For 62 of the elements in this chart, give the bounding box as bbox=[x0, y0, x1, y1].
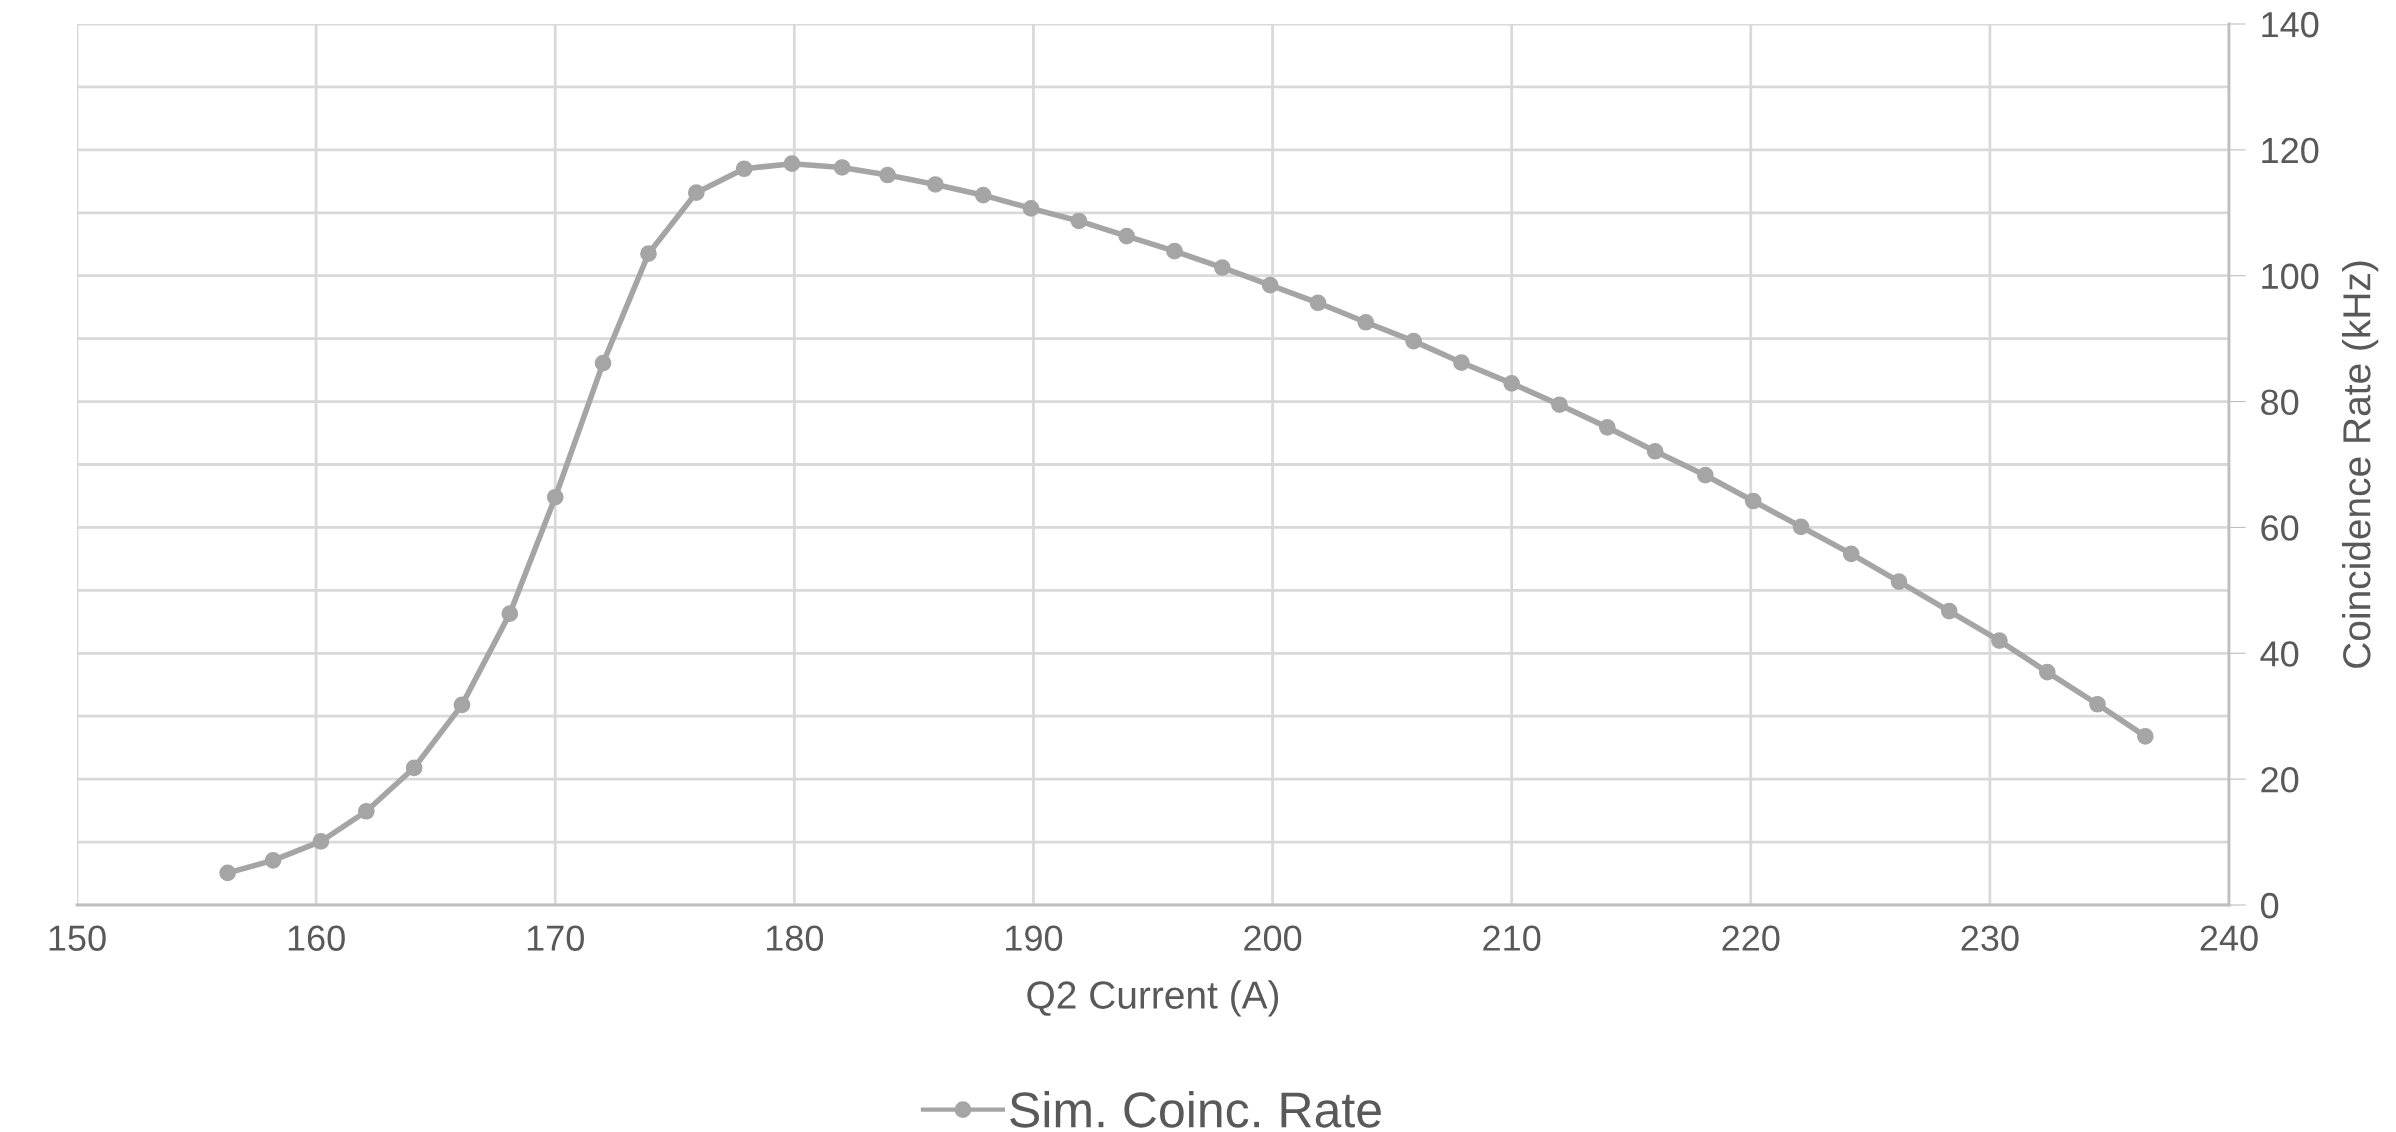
point bbox=[1261, 276, 1279, 294]
point bbox=[1453, 354, 1470, 371]
point bbox=[1166, 242, 1183, 260]
point bbox=[1598, 419, 1616, 436]
point bbox=[833, 159, 851, 176]
y-tick-label: 120 bbox=[2262, 137, 2319, 164]
point bbox=[1842, 545, 1860, 563]
point bbox=[2038, 663, 2056, 681]
x-tick-label: 240 bbox=[2200, 925, 2258, 951]
x-tick-label: 160 bbox=[288, 925, 345, 951]
x-tick-label: 170 bbox=[527, 925, 584, 951]
point bbox=[783, 155, 801, 173]
point bbox=[219, 864, 236, 882]
x-tick-label: 230 bbox=[1961, 925, 2019, 951]
x-tick-label: 220 bbox=[1722, 925, 1780, 951]
point bbox=[405, 759, 423, 777]
point bbox=[1022, 200, 1040, 217]
point bbox=[1070, 212, 1088, 230]
y-tick-label: 100 bbox=[2262, 263, 2319, 290]
point bbox=[453, 696, 471, 714]
x-axis-title: Q2 Current (A) bbox=[1027, 980, 1279, 1017]
y-tick-label: 60 bbox=[2261, 515, 2299, 541]
point bbox=[264, 851, 282, 869]
point bbox=[1792, 518, 1810, 536]
y-tick-label: 140 bbox=[2262, 11, 2319, 38]
point bbox=[974, 186, 992, 204]
x-tick-label: 210 bbox=[1483, 925, 1541, 951]
point bbox=[1357, 313, 1375, 331]
point bbox=[927, 176, 944, 193]
point bbox=[501, 605, 519, 622]
x-tick-label: 200 bbox=[1244, 925, 1302, 951]
point bbox=[1697, 466, 1714, 484]
point bbox=[1940, 602, 1958, 620]
x-tick-label: 150 bbox=[49, 925, 106, 951]
point bbox=[1405, 332, 1422, 350]
point bbox=[1890, 573, 1908, 590]
point bbox=[640, 245, 657, 263]
x-tick-label: 180 bbox=[766, 925, 824, 951]
point bbox=[1503, 374, 1521, 392]
point bbox=[546, 488, 564, 506]
point bbox=[735, 160, 753, 178]
point bbox=[594, 354, 612, 372]
y-tick-label: 40 bbox=[2260, 641, 2299, 667]
y-tick-label: 80 bbox=[2261, 389, 2299, 416]
legend-label: Sim. Coinc. Rate bbox=[1010, 1090, 1381, 1128]
point bbox=[1991, 632, 2008, 650]
y-tick-label: 20 bbox=[2261, 767, 2299, 793]
y-tick-label: 0 bbox=[2260, 892, 2279, 919]
point bbox=[1551, 396, 1568, 414]
point bbox=[1744, 492, 1762, 510]
point bbox=[1118, 227, 1136, 245]
y-axis-title: Coincidence Rate (kHz) bbox=[2342, 261, 2379, 668]
point bbox=[1214, 259, 1231, 276]
point bbox=[357, 802, 375, 820]
point bbox=[1646, 442, 1664, 460]
point bbox=[879, 166, 896, 184]
point bbox=[687, 184, 705, 201]
x-tick-label: 190 bbox=[1006, 925, 1063, 951]
point bbox=[1309, 294, 1327, 312]
point bbox=[2136, 728, 2154, 745]
point bbox=[2089, 695, 2106, 713]
point bbox=[312, 833, 330, 850]
